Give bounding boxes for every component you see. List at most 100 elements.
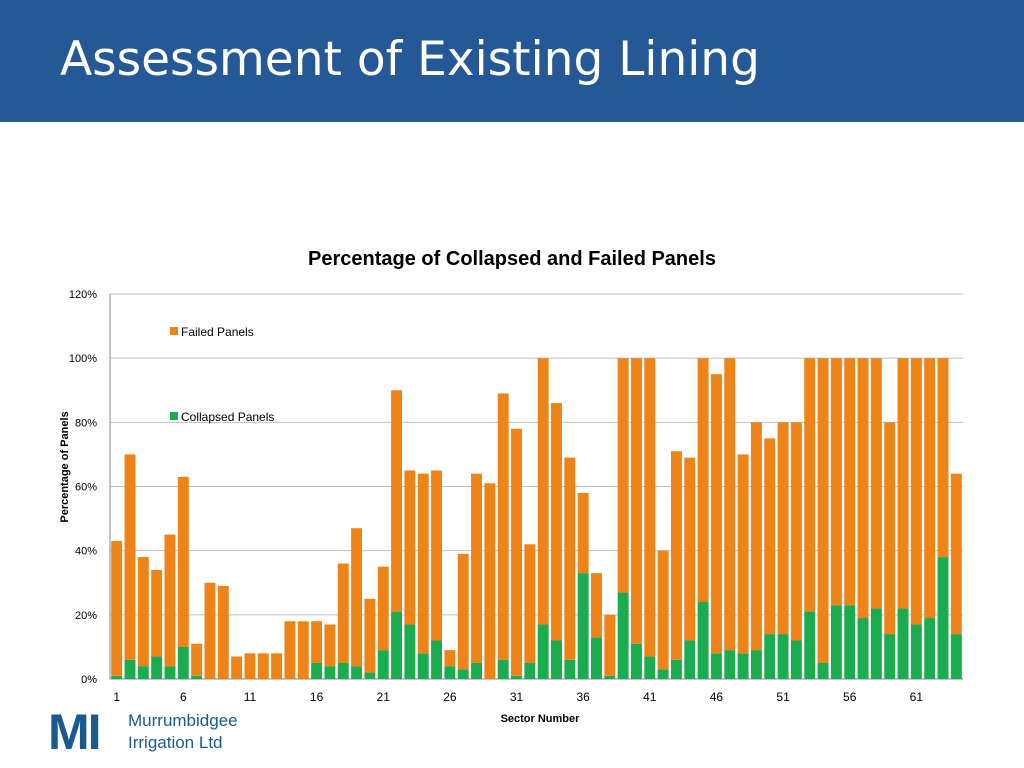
bar-collapsed-52: [790, 640, 802, 679]
bar-collapsed-2: [124, 659, 136, 679]
bar-collapsed-50: [764, 634, 776, 679]
x-tick-label: 1: [113, 690, 120, 704]
bar-failed-55: [830, 358, 842, 606]
bar-failed-64: [950, 473, 962, 635]
bar-failed-50: [764, 438, 776, 635]
bar-failed-30: [497, 393, 509, 660]
bar-collapsed-44: [684, 640, 696, 679]
bar-collapsed-51: [777, 634, 789, 679]
bar-collapsed-61: [910, 624, 922, 679]
bar-failed-35: [564, 457, 576, 660]
x-tick-label: 11: [244, 690, 257, 704]
bar-collapsed-54: [817, 662, 829, 679]
slide-title: Assessment of Existing Lining: [60, 32, 760, 87]
bar-collapsed-7: [191, 675, 203, 679]
bar-failed-42: [657, 550, 669, 670]
bar-collapsed-26: [444, 666, 456, 679]
bar-collapsed-60: [897, 608, 909, 679]
bar-collapsed-34: [551, 640, 562, 679]
bar-failed-22: [391, 390, 403, 612]
bar-failed-33: [537, 358, 549, 625]
bar-collapsed-21: [377, 650, 389, 679]
x-tick-label: 41: [643, 690, 657, 704]
bar-failed-39: [617, 358, 629, 593]
bar-failed-19: [351, 528, 363, 667]
bar-failed-48: [737, 454, 749, 654]
x-axis-title: Sector Number: [501, 713, 581, 725]
x-tick-label: 46: [710, 690, 724, 704]
bar-failed-1: [111, 541, 123, 676]
bar-collapsed-4: [151, 656, 163, 679]
bar-failed-2: [124, 454, 136, 660]
bar-collapsed-62: [924, 618, 936, 679]
logo-name-line1: Murrumbidgee: [128, 711, 238, 730]
bar-failed-63: [937, 358, 949, 558]
x-tick-label: 31: [510, 690, 524, 704]
x-tick-label: 21: [377, 690, 391, 704]
bar-collapsed-27: [457, 669, 469, 679]
bar-failed-4: [151, 569, 163, 657]
chart-title: Percentage of Collapsed and Failed Panel…: [308, 248, 716, 270]
bar-failed-53: [804, 358, 816, 612]
x-tick-label: 56: [843, 690, 857, 704]
bar-failed-45: [697, 358, 709, 602]
bar-collapsed-18: [337, 662, 349, 679]
title-bar: Assessment of Existing Lining: [0, 0, 1024, 122]
bar-collapsed-38: [604, 675, 616, 679]
bar-collapsed-59: [884, 634, 896, 679]
bar-failed-28: [471, 473, 482, 663]
bar-failed-32: [524, 544, 536, 663]
bar-failed-11: [244, 653, 256, 679]
x-tick-label: 26: [443, 690, 457, 704]
bar-failed-7: [191, 643, 203, 676]
bar-collapsed-6: [177, 646, 189, 679]
bar-collapsed-3: [137, 666, 149, 679]
bar-collapsed-20: [364, 672, 376, 679]
y-tick-label: 0%: [81, 674, 97, 686]
bar-collapsed-39: [617, 592, 629, 679]
bar-failed-34: [551, 403, 562, 641]
bar-collapsed-45: [697, 602, 709, 679]
bar-collapsed-1: [111, 675, 123, 679]
bar-collapsed-24: [417, 653, 429, 679]
bar-collapsed-31: [511, 675, 522, 679]
y-tick-label: 100%: [69, 353, 97, 365]
bar-failed-10: [231, 656, 243, 679]
bar-failed-14: [284, 621, 296, 679]
bar-collapsed-37: [591, 637, 602, 679]
bar-collapsed-36: [577, 573, 589, 679]
logo-name-line2: Irrigation Ltd: [128, 733, 223, 752]
y-axis-title: Percentage of Panels: [59, 411, 71, 522]
bar-collapsed-42: [657, 669, 669, 679]
bar-failed-49: [750, 422, 762, 651]
y-tick-label: 40%: [75, 546, 97, 558]
legend-failed-panels-label: Failed Panels: [181, 325, 254, 339]
bar-failed-8: [204, 582, 216, 679]
x-tick-label: 36: [576, 690, 590, 704]
bar-collapsed-56: [844, 605, 856, 679]
bar-failed-12: [257, 653, 269, 679]
bar-failed-9: [217, 585, 229, 679]
bar-collapsed-43: [670, 659, 682, 679]
x-tick-label: 51: [776, 690, 790, 704]
bar-collapsed-58: [870, 608, 882, 679]
bar-failed-31: [511, 428, 522, 676]
x-tick-label: 61: [910, 690, 924, 704]
bar-failed-56: [844, 358, 856, 606]
bar-failed-29: [484, 483, 496, 679]
bar-collapsed-16: [311, 662, 323, 679]
bar-collapsed-47: [724, 650, 736, 679]
bar-failed-17: [324, 624, 336, 667]
bar-failed-61: [910, 358, 922, 625]
bar-failed-36: [577, 492, 589, 574]
bar-failed-44: [684, 457, 696, 641]
bar-failed-59: [884, 422, 896, 635]
bar-collapsed-5: [164, 666, 176, 679]
bar-collapsed-48: [737, 653, 749, 679]
bar-failed-5: [164, 534, 176, 667]
bar-collapsed-55: [830, 605, 842, 679]
bar-failed-18: [337, 563, 349, 663]
bar-failed-51: [777, 422, 789, 635]
y-tick-label: 80%: [75, 417, 97, 429]
